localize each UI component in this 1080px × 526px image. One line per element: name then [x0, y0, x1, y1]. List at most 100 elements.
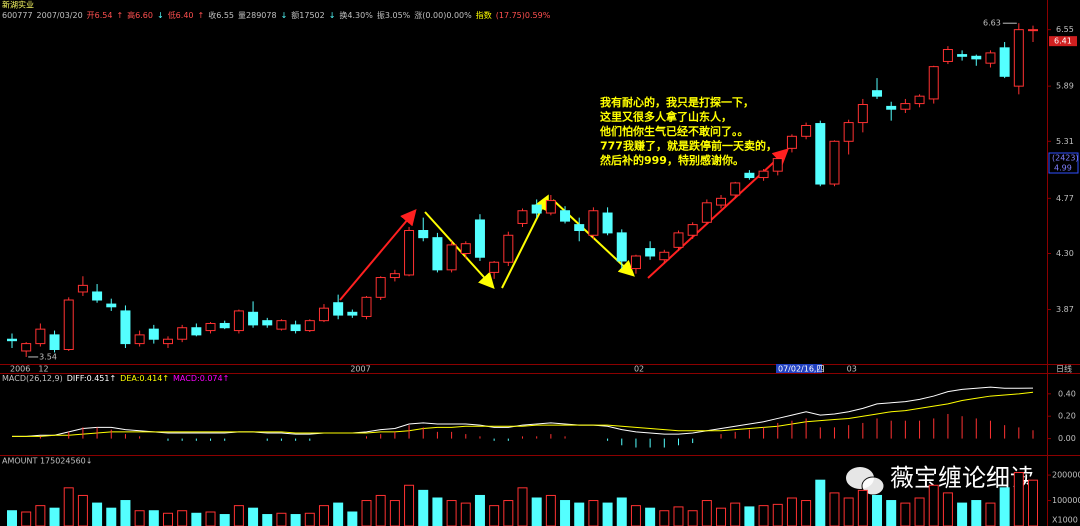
- y-tick-label: 0.00: [1058, 434, 1076, 443]
- volume-bar: [531, 497, 542, 526]
- volume-bar: [645, 507, 656, 526]
- candle-body: [347, 311, 358, 316]
- header-item: 指数: [476, 10, 492, 20]
- header-item: ↑: [116, 11, 123, 20]
- volume-bar: [829, 492, 840, 526]
- header-item: 600777: [2, 11, 33, 20]
- candle-body: [148, 328, 159, 340]
- volume-bar: [815, 479, 826, 526]
- volume-bar: [134, 510, 145, 526]
- volume-bar: [375, 494, 386, 526]
- volume-bar: [786, 497, 797, 526]
- candle-body: [843, 122, 854, 142]
- candle-body: [290, 324, 301, 332]
- candle-body: [772, 158, 783, 172]
- volume-bar: [843, 497, 854, 526]
- volume-bar: [616, 497, 627, 526]
- volume-bar: [758, 505, 769, 526]
- volume-bar: [914, 497, 925, 526]
- candle-body: [361, 296, 372, 317]
- candle-body: [957, 54, 968, 57]
- candle-body: [446, 244, 457, 271]
- candle-body: [49, 334, 60, 350]
- unit-label: X1000: [1052, 516, 1078, 525]
- volume-bar: [957, 502, 968, 526]
- volume-bar: [588, 500, 599, 526]
- y-tick-label: 4.30: [1056, 249, 1074, 258]
- cursor-price: 4.99: [1054, 164, 1072, 173]
- candle-body: [645, 248, 656, 257]
- candle-body: [588, 210, 599, 236]
- candle-body: [801, 124, 812, 137]
- volume-bar: [21, 511, 32, 526]
- candle-body: [687, 224, 698, 236]
- note-line: 他们怕你生气已经不敢问了。。: [599, 124, 749, 138]
- header-item: ↓: [281, 11, 288, 20]
- y-tick-label: 6.55: [1056, 25, 1074, 34]
- candle-body: [730, 182, 741, 196]
- note-line: 777我赚了，就是跌停前一天卖的，: [600, 139, 777, 153]
- cursor-label: (2423): [1052, 154, 1079, 163]
- candle-body: [77, 284, 88, 293]
- candle-body: [248, 311, 259, 326]
- candle-body: [886, 105, 897, 110]
- volume-bar: [276, 512, 287, 526]
- x-tick-label: 02: [634, 365, 644, 374]
- volume-bar: [177, 510, 188, 526]
- volume-bar: [162, 512, 173, 526]
- candle-body: [602, 212, 613, 234]
- candle-body: [744, 172, 755, 179]
- volume-bar: [1028, 479, 1038, 526]
- volume-bar: [92, 502, 103, 526]
- candle-body: [432, 237, 443, 271]
- volume-bar: [1013, 472, 1024, 526]
- header-item: (17.75)0.59%: [496, 11, 551, 20]
- candle-body: [659, 251, 670, 261]
- candle-body: [7, 338, 17, 342]
- volume-bar: [460, 502, 471, 526]
- candle-body: [404, 230, 415, 276]
- volume-bar: [347, 511, 358, 526]
- volume-bar: [63, 487, 74, 526]
- header-item: ↓: [157, 11, 164, 20]
- volume-bar: [730, 502, 741, 526]
- y-tick-label: 4.77: [1056, 194, 1074, 203]
- candle-body: [857, 104, 868, 124]
- volume-bar: [77, 494, 88, 526]
- cursor-box: [1048, 152, 1079, 174]
- candle-body: [219, 322, 230, 329]
- volume-bar: [304, 512, 315, 526]
- candle-body: [191, 327, 202, 336]
- volume-bar: [290, 514, 301, 526]
- x-tick-label: 12: [38, 365, 48, 374]
- volume-bar: [191, 512, 202, 526]
- candle-body: [375, 277, 386, 298]
- low-label: 3.54: [39, 352, 57, 361]
- volume-bar: [248, 507, 259, 526]
- volume-bar: [701, 500, 712, 526]
- last-price: 6.41: [1054, 37, 1072, 46]
- high-label: 6.63: [983, 19, 1001, 28]
- header-item: ↓: [329, 11, 336, 20]
- candle-body: [928, 66, 939, 100]
- note: 我有耐心的，我只是打探一下，这里又很多人拿了山东人，他们怕你生气已经不敢问了。。…: [599, 95, 777, 167]
- volume-bar: [560, 500, 571, 526]
- volume-bar: [318, 505, 329, 526]
- legend-item: MACD:0.074↑: [173, 374, 229, 383]
- volume-bar: [574, 502, 585, 526]
- volume-bar: [361, 500, 372, 526]
- candle-body: [914, 95, 925, 105]
- candle-body: [758, 170, 769, 179]
- candle-body: [999, 47, 1010, 77]
- x-tick-label: 2006: [10, 365, 30, 374]
- candle-body: [531, 204, 542, 214]
- volume-bar: [489, 505, 500, 526]
- y-tick-label: 0.40: [1058, 389, 1076, 398]
- stock-name: 新湖实业: [2, 0, 34, 10]
- volume-bar: [404, 484, 415, 526]
- volume-bar: [503, 500, 514, 526]
- header-item: ↑: [198, 11, 205, 20]
- note-line: 我有耐心的，我只是打探一下，: [600, 95, 754, 109]
